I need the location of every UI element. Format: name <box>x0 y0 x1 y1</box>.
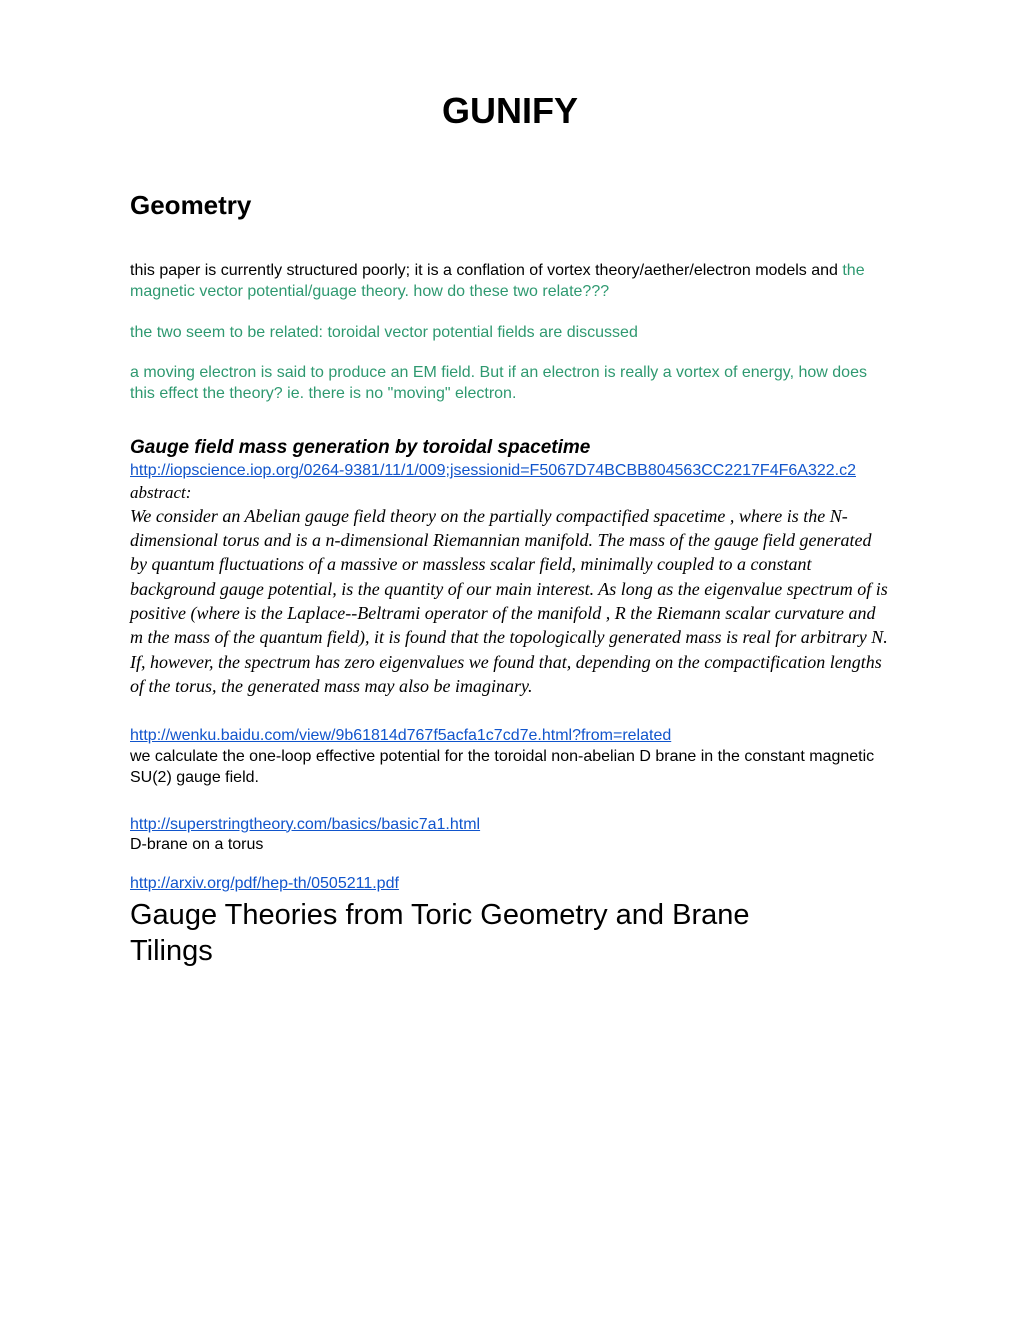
reference-block-4: http://arxiv.org/pdf/hep-th/0505211.pdf … <box>130 874 890 969</box>
reference-3-text: D-brane on a torus <box>130 835 890 856</box>
link-iopscience[interactable]: http://iopscience.iop.org/0264-9381/11/1… <box>130 462 856 479</box>
document-title: GUNIFY <box>130 90 890 132</box>
reference-block-3: http://superstringtheory.com/basics/basi… <box>130 815 890 857</box>
link-arxiv[interactable]: http://arxiv.org/pdf/hep-th/0505211.pdf <box>130 875 399 892</box>
link-superstringtheory[interactable]: http://superstringtheory.com/basics/basi… <box>130 816 480 833</box>
subheading-gauge-field: Gauge field mass generation by toroidal … <box>130 437 890 459</box>
abstract-body: We consider an Abelian gauge field theor… <box>130 504 890 698</box>
intro-paragraph-2: the two seem to be related: toroidal vec… <box>130 323 890 344</box>
heading-gauge-theories-toric: Gauge Theories from Toric Geometry and B… <box>130 897 890 970</box>
intro-paragraph-1: this paper is currently structured poorl… <box>130 261 890 303</box>
section-heading-geometry: Geometry <box>130 190 890 221</box>
para1-black-text: this paper is currently structured poorl… <box>130 262 842 279</box>
abstract-label: abstract: <box>130 482 890 504</box>
reference-2-text: we calculate the one-loop effective pote… <box>130 747 890 789</box>
intro-paragraph-3: a moving electron is said to produce an … <box>130 363 890 405</box>
link-wenku-baidu[interactable]: http://wenku.baidu.com/view/9b61814d767f… <box>130 727 671 744</box>
reference-block-2: http://wenku.baidu.com/view/9b61814d767f… <box>130 726 890 788</box>
